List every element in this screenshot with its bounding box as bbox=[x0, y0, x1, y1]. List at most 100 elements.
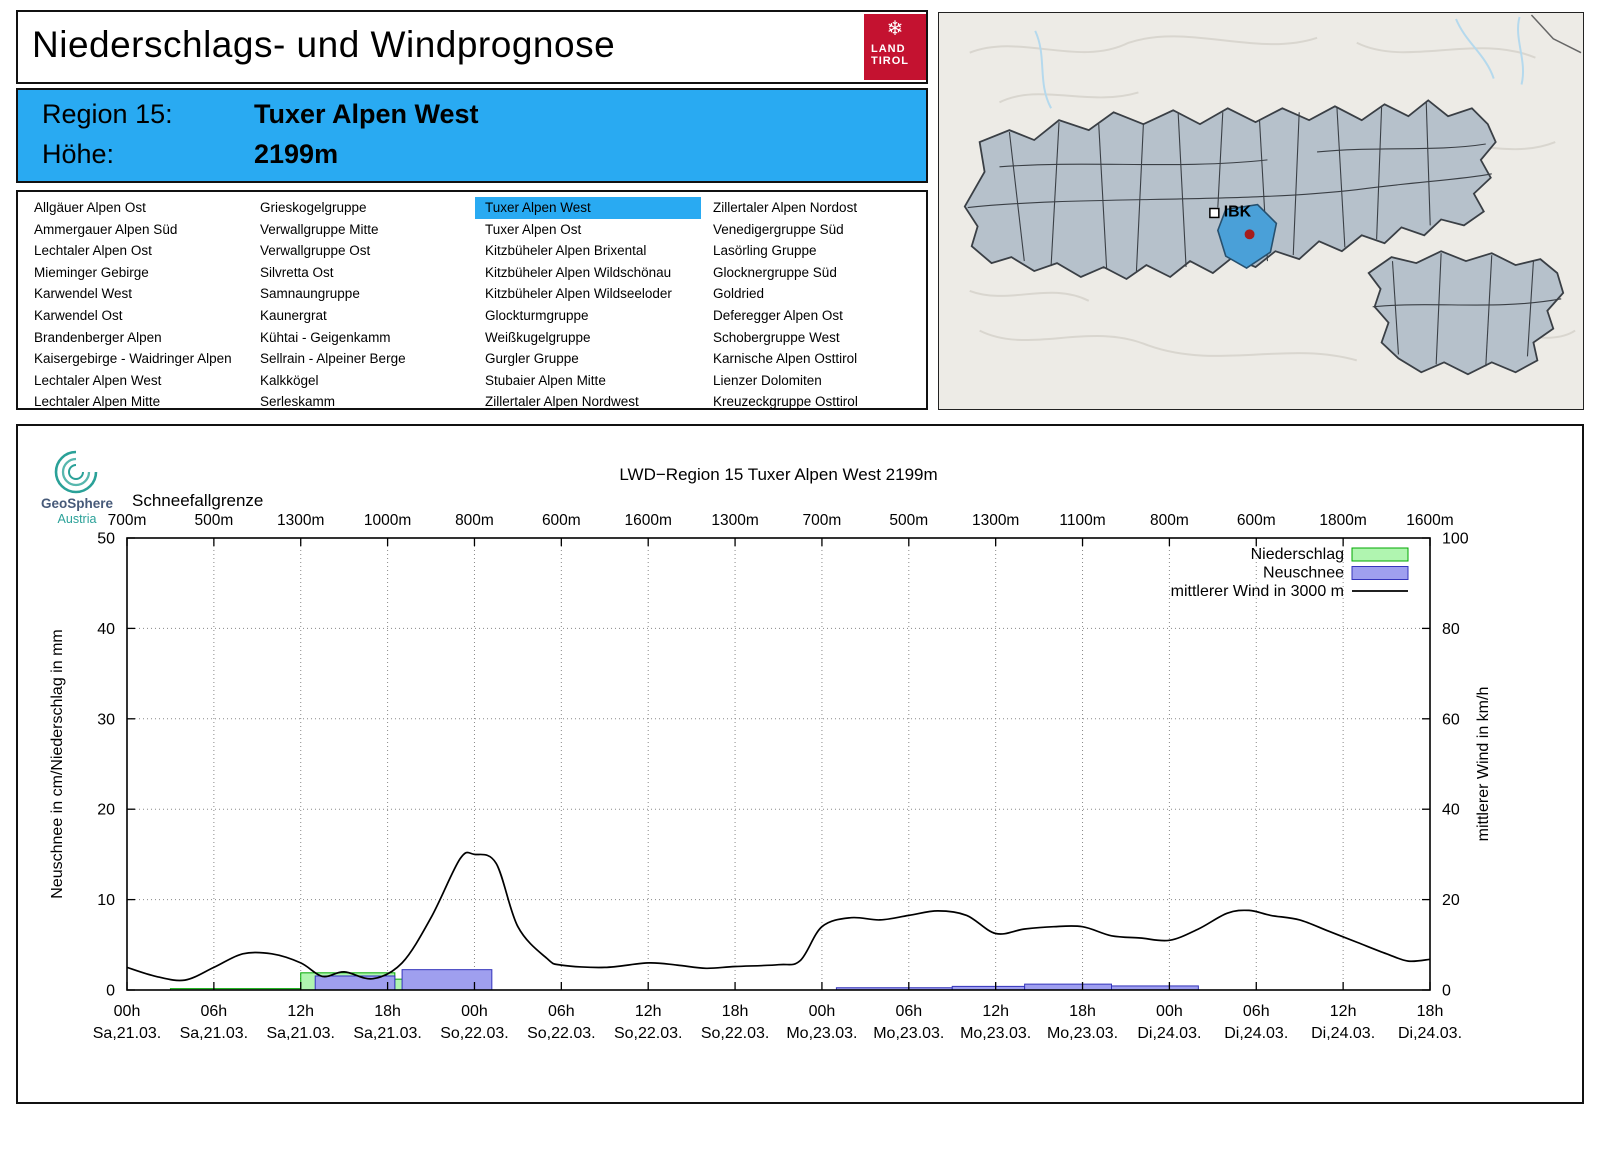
day-tick-label: Mo,23.03. bbox=[1047, 1025, 1118, 1042]
region-row: Region 15: Tuxer Alpen West bbox=[18, 99, 926, 130]
region-name: Tuxer Alpen West bbox=[254, 99, 479, 129]
region-list-item[interactable]: Kitzbüheler Alpen Wildschönau bbox=[485, 264, 672, 280]
day-tick-label: Sa,21.03. bbox=[353, 1025, 422, 1042]
day-tick-label: Di,24.03. bbox=[1311, 1025, 1375, 1042]
hour-tick-label: 12h bbox=[287, 1003, 314, 1020]
page-title: Niederschlags- und Windprognose bbox=[32, 24, 616, 65]
land-tirol-logo: ❄ LAND TIROL bbox=[864, 14, 926, 80]
snowline-tick-label: 600m bbox=[1237, 512, 1276, 529]
snowline-tick-label: 500m bbox=[889, 512, 928, 529]
region-list-item[interactable]: Verwallgruppe Mitte bbox=[260, 221, 379, 237]
region-list-item[interactable]: Zillertaler Alpen Nordost bbox=[713, 200, 858, 215]
region-list-item[interactable]: Gurgler Gruppe bbox=[485, 351, 579, 367]
hour-tick-label: 06h bbox=[895, 1003, 922, 1020]
altitude-value: 2199m bbox=[254, 139, 339, 169]
forecast-chart: GeoSphere Austria LWD−Region 15 Tuxer Al… bbox=[41, 450, 1492, 1042]
region-list-item[interactable]: Kreuzeckgruppe Osttirol bbox=[713, 394, 858, 410]
region-list-item[interactable]: Weißkugelgruppe bbox=[485, 329, 591, 345]
ibk-label: IBK bbox=[1224, 203, 1252, 220]
region-list-item[interactable]: Glocknergruppe Süd bbox=[713, 264, 837, 280]
region-list-item[interactable]: Kitzbüheler Alpen Wildseeloder bbox=[485, 286, 672, 302]
snowline-label: Schneefallgrenze bbox=[132, 491, 263, 510]
region-list-item[interactable]: Karwendel West bbox=[34, 286, 133, 302]
station-dot bbox=[1244, 229, 1255, 240]
region-list-item[interactable]: Goldried bbox=[713, 286, 765, 302]
region-list-item[interactable]: Kitzbüheler Alpen Brixental bbox=[485, 243, 647, 259]
region-list-item[interactable]: Serleskamm bbox=[260, 394, 336, 410]
hour-tick-label: 18h bbox=[1069, 1003, 1096, 1020]
snowline-tick-label: 1300m bbox=[972, 512, 1019, 529]
hour-tick-label: 06h bbox=[1243, 1003, 1270, 1020]
hour-tick-label: 12h bbox=[982, 1003, 1009, 1020]
snowline-tick-label: 1300m bbox=[277, 512, 324, 529]
snowline-tick-label: 800m bbox=[1150, 512, 1189, 529]
day-tick-label: So,22.03. bbox=[614, 1025, 683, 1042]
snowflake-icon: ❄ bbox=[886, 18, 904, 40]
region-list-item[interactable]: Mieminger Gebirge bbox=[34, 264, 149, 280]
snowline-tick-label: 1800m bbox=[1319, 512, 1366, 529]
region-borders bbox=[967, 102, 1492, 272]
legend-precip-swatch bbox=[1351, 547, 1409, 562]
region-list-item[interactable]: Lienzer Dolomiten bbox=[713, 372, 822, 388]
east-region-borders bbox=[1372, 253, 1562, 367]
hour-tick-label: 12h bbox=[635, 1003, 662, 1020]
region-list-item[interactable]: Deferegger Alpen Ost bbox=[713, 307, 843, 323]
region-list-item[interactable]: Verwallgruppe Ost bbox=[260, 243, 371, 259]
region-list-item[interactable]: Tuxer Alpen Ost bbox=[485, 221, 582, 237]
region-column-1: Allgäuer Alpen Ost Ammergauer Alpen Süd Le… bbox=[24, 197, 250, 413]
left-tick-label: 50 bbox=[97, 531, 115, 548]
region-list-item[interactable]: Glockturmgruppe bbox=[485, 307, 589, 323]
geosphere-swirl-icon bbox=[54, 450, 98, 494]
snow-bar bbox=[314, 975, 396, 991]
region-list-item[interactable]: Schobergruppe West bbox=[713, 329, 840, 345]
region-column-3: Tuxer Alpen West Tuxer Alpen Ost Kitzbühel… bbox=[475, 197, 701, 413]
region-list-item[interactable]: Stubaier Alpen Mitte bbox=[485, 372, 606, 388]
day-tick-label: Di,24.03. bbox=[1398, 1025, 1462, 1042]
region-list-item[interactable]: Kaisergebirge - Waidringer Alpen bbox=[34, 351, 232, 367]
snowline-tick-label: 500m bbox=[194, 512, 233, 529]
day-tick-label: Mo,23.03. bbox=[873, 1025, 944, 1042]
region-column-4: Zillertaler Alpen Nordost Venedigergruppe… bbox=[703, 197, 929, 413]
region-list-item[interactable]: Lasörling Gruppe bbox=[713, 243, 817, 259]
title-box: Niederschlags- und Windprognose ❄ LAND T… bbox=[16, 10, 928, 84]
region-list-item[interactable]: Kaunergrat bbox=[260, 307, 327, 323]
legend-label: Neuschnee bbox=[1263, 565, 1344, 582]
grid-lines bbox=[127, 538, 1430, 990]
region-list-item[interactable]: Kalkkögel bbox=[260, 372, 319, 388]
right-tick-label: 80 bbox=[1442, 621, 1460, 638]
hour-tick-label: 06h bbox=[548, 1003, 575, 1020]
left-tick-label: 0 bbox=[106, 983, 115, 1000]
snowline-tick-label: 800m bbox=[455, 512, 494, 529]
day-tick-label: So,22.03. bbox=[440, 1025, 509, 1042]
region-list-item[interactable]: Tuxer Alpen West bbox=[475, 197, 701, 219]
region-list-item[interactable]: Karwendel Ost bbox=[34, 307, 123, 323]
region-list-item[interactable]: Allgäuer Alpen Ost bbox=[34, 200, 146, 215]
wind-line bbox=[126, 851, 1431, 982]
altitude-row: Höhe: 2199m bbox=[18, 139, 926, 170]
region-list: Allgäuer Alpen Ost Ammergauer Alpen Süd Le… bbox=[16, 190, 928, 410]
region-list-item[interactable]: Lechtaler Alpen Mitte bbox=[34, 394, 161, 410]
left-tick-label: 40 bbox=[97, 621, 115, 638]
east-tirol-shape bbox=[1367, 250, 1565, 376]
snowline-tick-label: 700m bbox=[108, 512, 147, 529]
region-list-item[interactable]: Silvretta Ost bbox=[260, 264, 334, 280]
region-list-item[interactable]: Venedigergruppe Süd bbox=[713, 221, 844, 237]
day-tick-label: Di,24.03. bbox=[1224, 1025, 1288, 1042]
region-list-item[interactable]: Grieskogelgruppe bbox=[260, 200, 367, 215]
snowline-tick-label: 1300m bbox=[711, 512, 758, 529]
region-list-item[interactable]: Sellrain - Alpeiner Berge bbox=[260, 351, 406, 367]
region-list-item[interactable]: Karnische Alpen Osttirol bbox=[713, 351, 858, 367]
region-list-item[interactable]: Brandenberger Alpen bbox=[34, 329, 162, 345]
geosphere-logo: GeoSphere Austria bbox=[41, 450, 113, 526]
chart-title: LWD−Region 15 Tuxer Alpen West 2199m bbox=[619, 465, 937, 484]
right-tick-label: 0 bbox=[1442, 983, 1451, 1000]
region-list-item[interactable]: Ammergauer Alpen Süd bbox=[34, 221, 178, 237]
hour-tick-label: 06h bbox=[201, 1003, 228, 1020]
region-list-item[interactable]: Kühtai - Geigenkamm bbox=[260, 329, 391, 345]
region-list-item[interactable]: Samnaungruppe bbox=[260, 286, 360, 302]
region-list-item[interactable]: Zillertaler Alpen Nordwest bbox=[485, 394, 639, 410]
hour-tick-label: 18h bbox=[722, 1003, 749, 1020]
region-list-item[interactable]: Lechtaler Alpen Ost bbox=[34, 243, 152, 259]
right-tick-label: 100 bbox=[1442, 531, 1469, 548]
region-list-item[interactable]: Lechtaler Alpen West bbox=[34, 372, 162, 388]
